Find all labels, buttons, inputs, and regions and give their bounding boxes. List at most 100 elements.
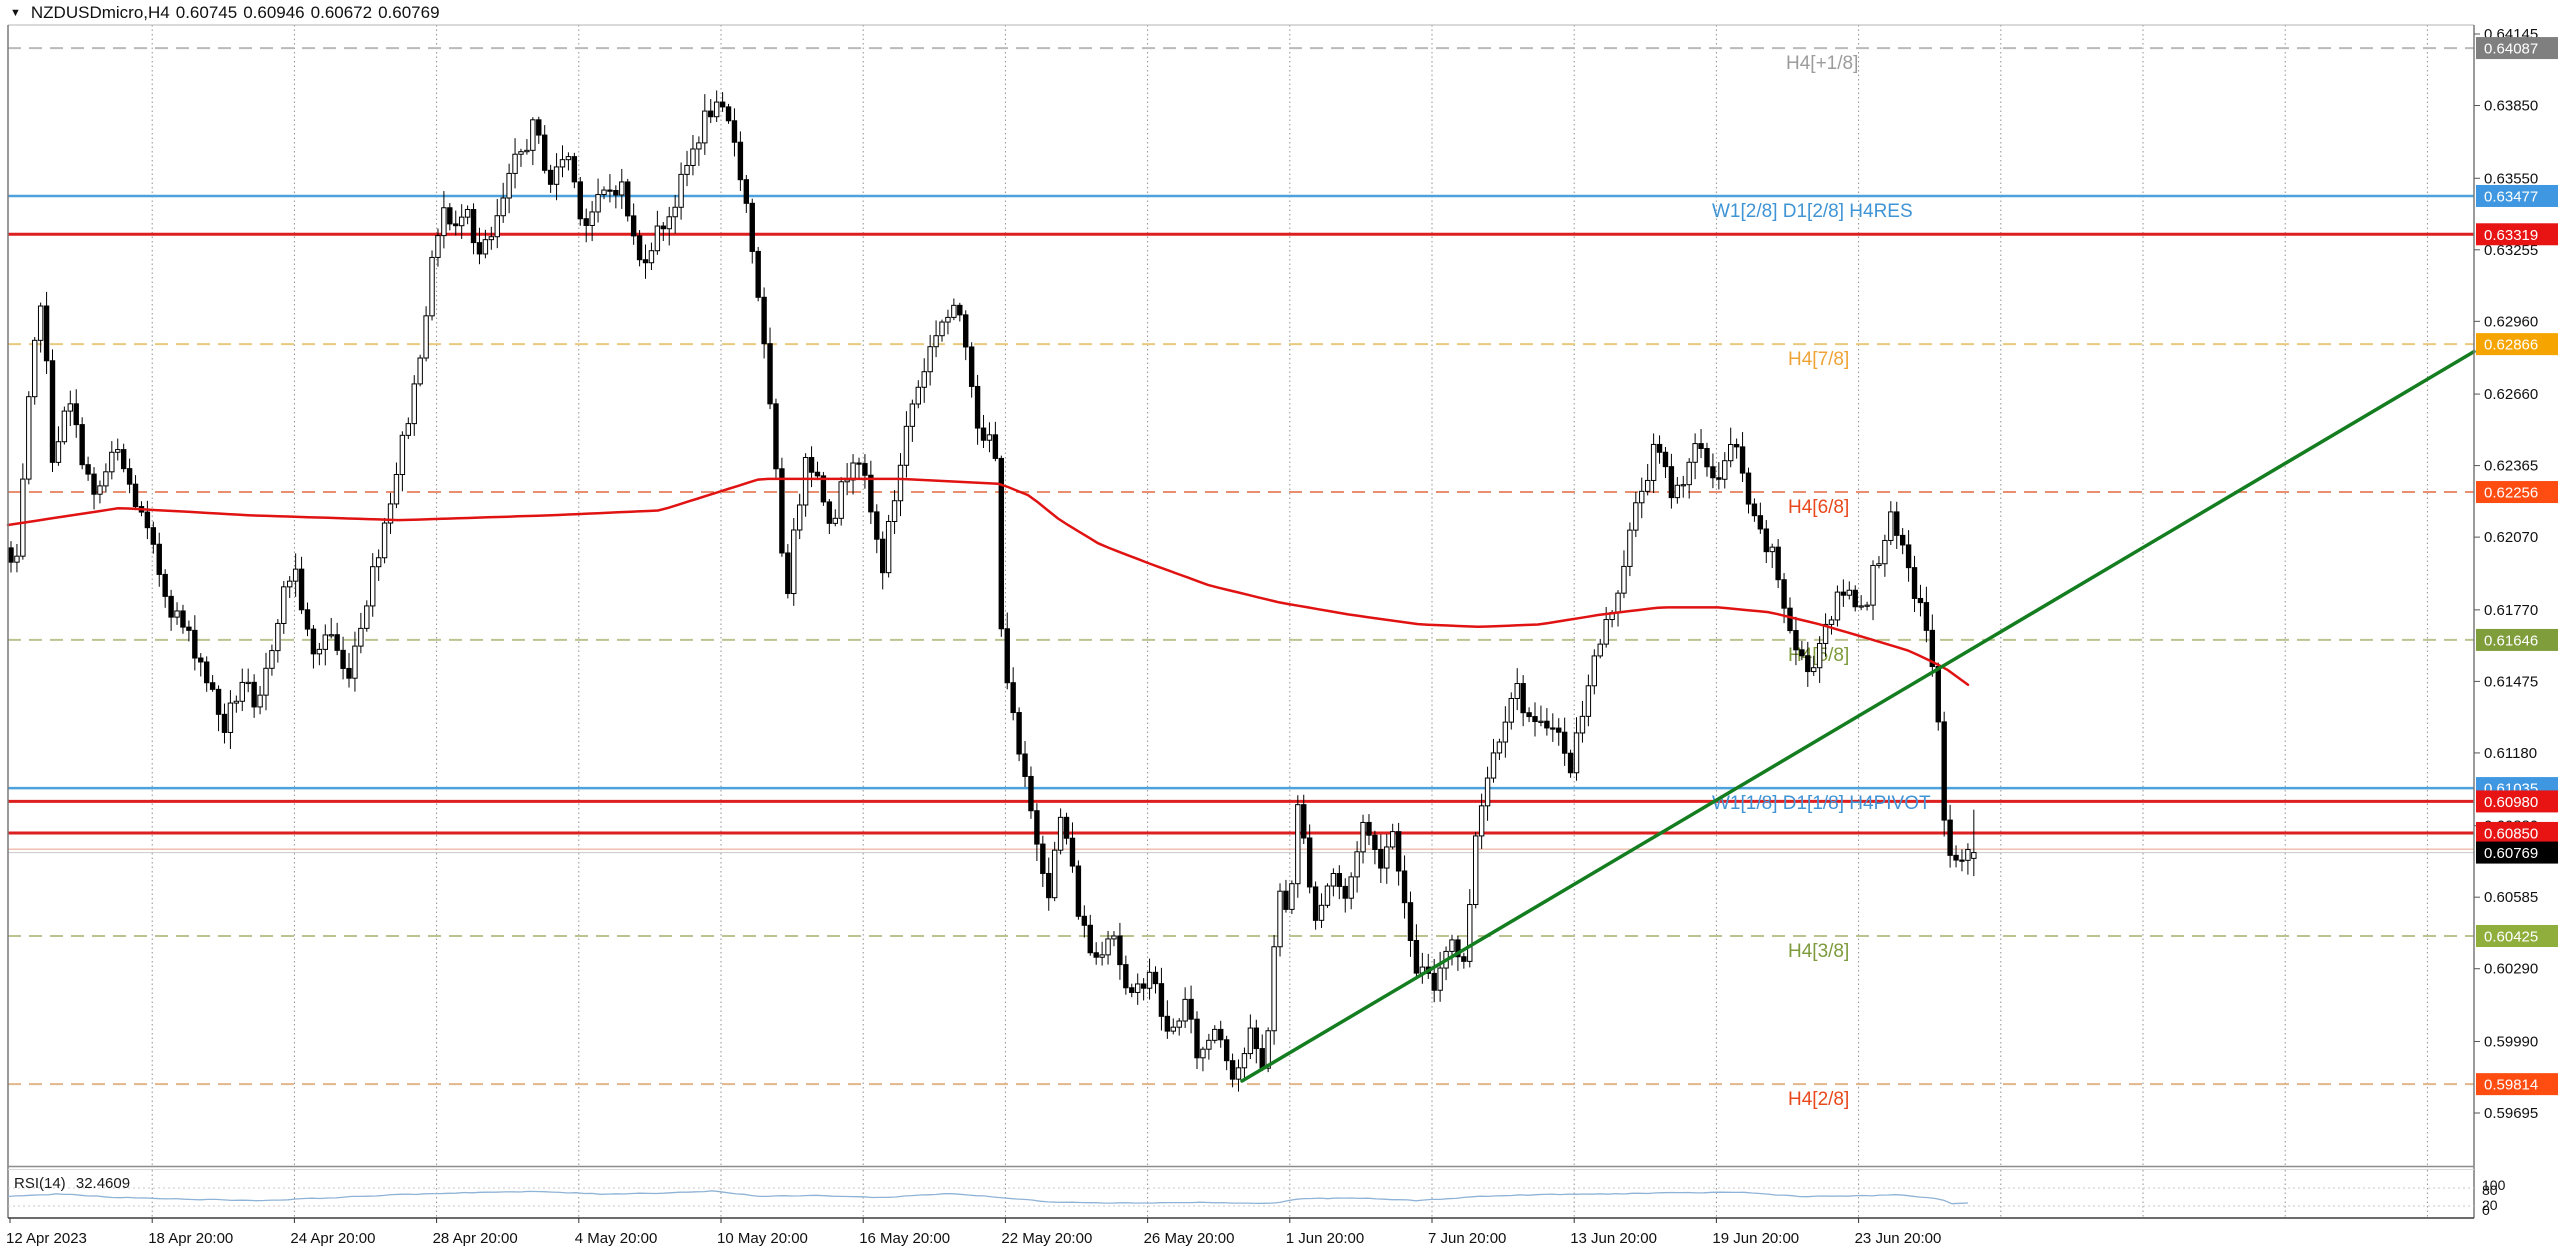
candle-bear — [1662, 451, 1669, 468]
moving-average-line — [6, 477, 1970, 687]
candle-bull — [690, 148, 696, 166]
candle-bull — [1686, 461, 1692, 486]
y-axis-label: 0.63850 — [2484, 98, 2538, 115]
candle-bull — [1105, 938, 1111, 956]
bar-open-value: 0.60745 — [175, 3, 238, 22]
candle-bear — [447, 207, 453, 225]
candle-bull — [423, 315, 429, 359]
candle-bear — [1899, 534, 1906, 546]
candle-bull — [897, 464, 904, 502]
candle-bear — [737, 141, 744, 181]
trendline[interactable] — [1240, 349, 2476, 1083]
candle-bear — [814, 471, 821, 477]
candle-bear — [1935, 666, 1941, 723]
candle-bull — [1965, 848, 1971, 861]
candle-bull — [1289, 883, 1295, 910]
candle-bull — [352, 645, 358, 679]
candle-bear — [192, 629, 198, 659]
candle-bull — [1722, 460, 1728, 480]
candle-bull — [1603, 619, 1609, 645]
candle-bull — [1508, 697, 1514, 723]
price-badge — [2476, 628, 2558, 651]
bar-low-value: 0.60672 — [310, 3, 373, 22]
candle-bear — [1075, 865, 1082, 917]
symbol-dropdown-icon[interactable]: ▼ — [10, 7, 21, 19]
candle-bear — [880, 538, 886, 574]
candle-bull — [565, 156, 572, 161]
candle-bear — [820, 475, 827, 503]
candle-bear — [85, 464, 91, 475]
candle-bull — [1621, 565, 1627, 594]
chart-title-bar: ▼ NZDUSDmicro,H4 0.60745 0.60946 0.60672… — [10, 2, 446, 24]
candle-bear — [1283, 890, 1289, 910]
candle-bull — [1057, 816, 1064, 851]
candle-bear — [1941, 721, 1947, 821]
candle-bear — [1745, 472, 1752, 505]
candle-bull — [1846, 589, 1852, 596]
candle-bull — [287, 580, 293, 588]
candle-bear — [998, 457, 1005, 630]
candle-bull — [1318, 904, 1325, 921]
y-axis-label: 0.60290 — [2484, 961, 2538, 978]
candle-bull — [589, 211, 595, 226]
candle-bear — [476, 242, 483, 255]
candle-bear — [1532, 716, 1538, 723]
candle-bull — [14, 555, 20, 563]
price-badge — [2476, 223, 2558, 246]
candle-bull — [1051, 849, 1058, 899]
candle-bull — [233, 700, 240, 704]
candle-bull — [387, 503, 394, 524]
candle-bear — [1306, 837, 1313, 888]
candle-bear — [1407, 902, 1414, 941]
candle-bear — [203, 661, 210, 684]
candle-bear — [1793, 630, 1799, 651]
candle-bear — [346, 667, 352, 679]
candle-bull — [1354, 851, 1360, 878]
candle-bull — [1099, 954, 1105, 958]
candle-bear — [749, 202, 755, 252]
price-badge — [2476, 481, 2558, 504]
candle-bear — [1223, 1039, 1230, 1062]
candle-bull — [1473, 835, 1479, 906]
candle-bull — [1834, 591, 1841, 621]
candle-bear — [1520, 683, 1526, 714]
x-axis-date-label: 24 Apr 20:00 — [290, 1230, 375, 1247]
candle-bear — [73, 403, 79, 426]
price-badge-label: 0.60980 — [2484, 794, 2538, 811]
candle-bull — [1212, 1028, 1218, 1041]
candle-bull — [1870, 564, 1876, 606]
candle-bull — [506, 172, 512, 199]
candle-bull — [1538, 720, 1544, 723]
candle-bull — [411, 383, 417, 425]
candle-bull — [1437, 967, 1443, 991]
candle-bull — [1514, 683, 1520, 699]
candle-bear — [1022, 753, 1028, 777]
candle-bear — [126, 468, 133, 485]
candle-bull — [26, 396, 32, 480]
candle-bull — [1271, 946, 1277, 1032]
candle-bull — [1241, 1053, 1248, 1069]
candle-bear — [968, 346, 975, 387]
candle-bear — [1040, 843, 1046, 874]
candle-bear — [453, 223, 459, 227]
candle-bull — [263, 667, 269, 696]
candle-bear — [1526, 712, 1532, 718]
candle-bull — [791, 529, 797, 595]
candle-bull — [595, 194, 601, 213]
x-axis-date-label: 4 May 20:00 — [575, 1230, 658, 1247]
candle-bull — [885, 520, 892, 574]
candle-bull — [1111, 935, 1117, 940]
candle-bull — [1692, 443, 1698, 463]
candle-bear — [1911, 567, 1918, 599]
price-badge — [2476, 790, 2558, 813]
candle-bull — [601, 189, 607, 196]
symbol-period-label[interactable]: NZDUSDmicro,H4 — [30, 3, 170, 22]
candle-bear — [1716, 477, 1722, 480]
candle-bull — [678, 173, 684, 208]
candle-bear — [1840, 591, 1847, 596]
price-badge-label: 0.63319 — [2484, 227, 2538, 244]
candle-bear — [120, 449, 127, 470]
candle-bear — [767, 343, 773, 405]
candle-bull — [316, 648, 323, 655]
